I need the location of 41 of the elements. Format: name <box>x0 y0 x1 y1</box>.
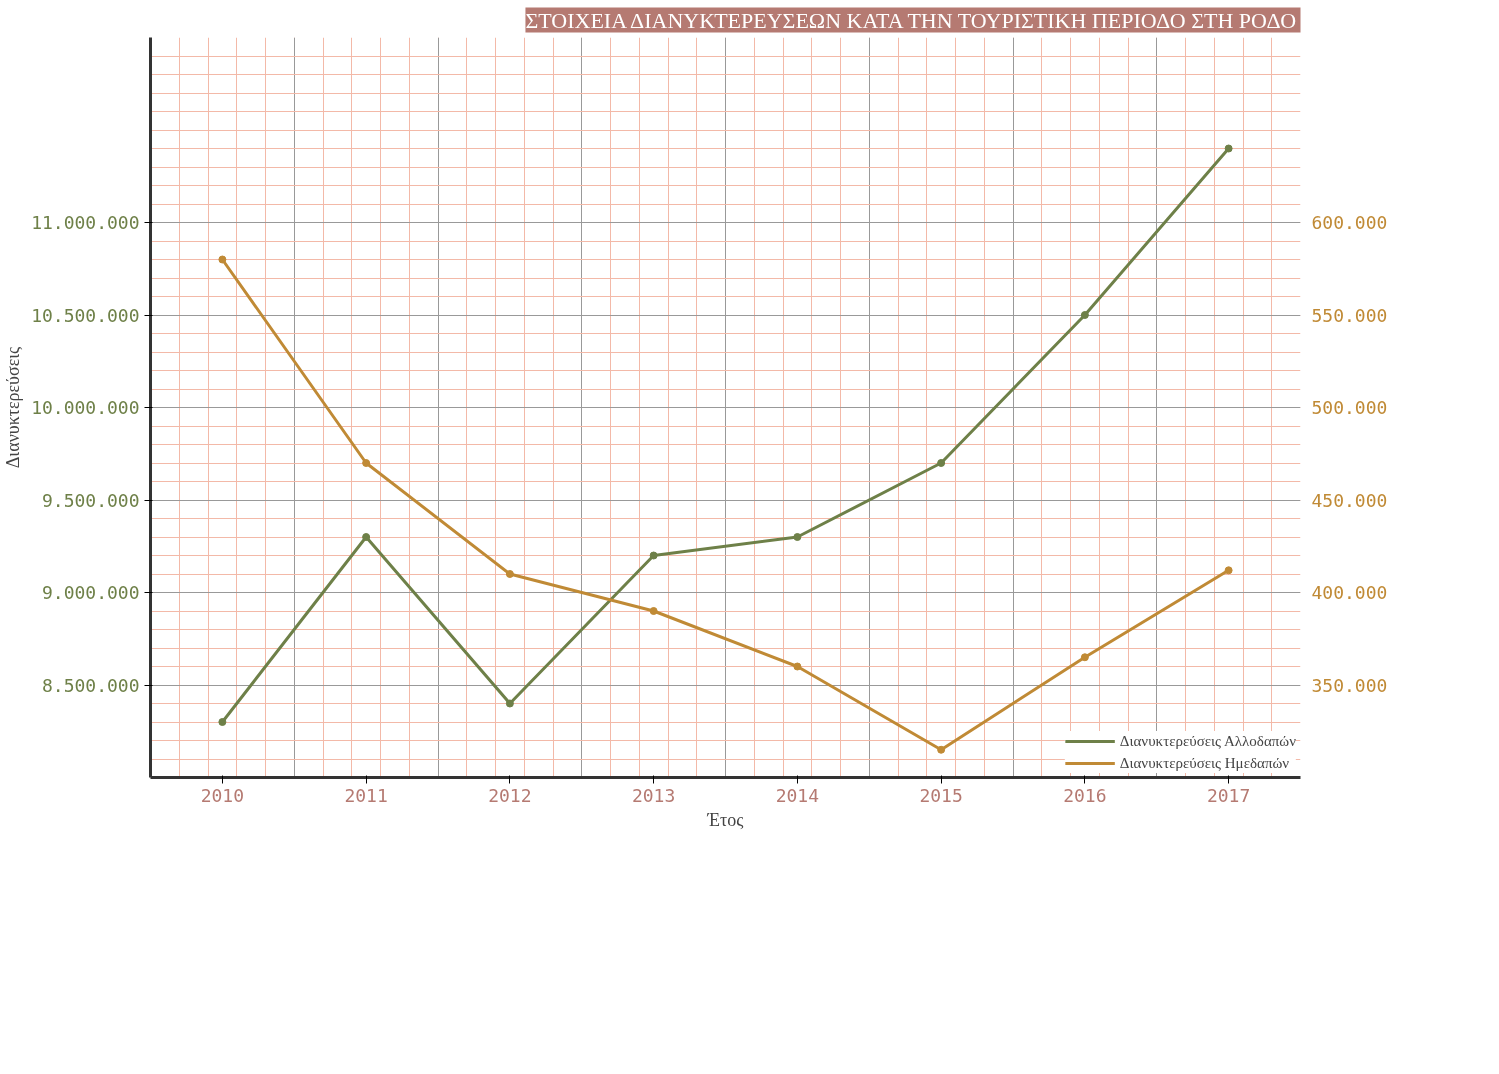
y2-tick-label: 450.000 <box>1311 489 1388 511</box>
x-tick-label: 2017 <box>1206 784 1251 806</box>
point <box>362 459 371 467</box>
point <box>218 255 227 264</box>
y2-tick-label: 550.000 <box>1311 304 1388 326</box>
legend-label: Διανυκτερεύσεις Ημεδαπών <box>1119 754 1290 772</box>
point <box>937 745 946 754</box>
x-tick-label: 2012 <box>488 784 532 806</box>
point <box>505 699 514 708</box>
y-tick-label: 8.500.000 <box>41 674 140 696</box>
point <box>218 718 227 726</box>
y2-tick-label: 400.000 <box>1311 582 1388 603</box>
point <box>1080 311 1089 319</box>
x-tick-label: 2010 <box>200 784 245 806</box>
y-axis-title: Διανυκτερεύσεις <box>3 346 24 469</box>
x-tick-label: 2013 <box>631 784 676 806</box>
point <box>1080 653 1089 662</box>
x-tick-label: 2011 <box>344 784 388 806</box>
chart-title: ΣΤΟΙΧΕΙΑ ΔΙΑΝΥΚΤΕΡΕΥΣΕΩΝ ΚΑΤΑ ΤΗΝ ΤΟΥΡΙΣΤΙΚΗ ΠΕΡΙΟΔΟ ΣΤΗ ΡΟΔΟ <box>525 7 1297 33</box>
point <box>505 570 514 578</box>
point <box>362 533 371 541</box>
legend-label: Διανυκτερεύσεις Αλλοδαπών <box>1119 732 1296 750</box>
point <box>1224 566 1233 575</box>
point <box>649 551 658 560</box>
x-axis-title: Έτος <box>706 809 744 830</box>
x-tick-label: 2016 <box>1063 784 1107 806</box>
point <box>1224 144 1233 153</box>
y-tick-label: 9.500.000 <box>41 489 140 511</box>
y-tick-label: 10.000.000 <box>31 397 140 418</box>
x-tick-label: 2015 <box>919 784 963 806</box>
point <box>793 533 802 541</box>
x-tick-label: 2014 <box>775 784 820 806</box>
y-tick-label: 9.000.000 <box>41 582 140 603</box>
y2-tick-label: 500.000 <box>1311 397 1388 418</box>
point <box>649 607 658 615</box>
point <box>937 459 946 467</box>
y2-tick-label: 350.000 <box>1311 674 1388 696</box>
point <box>793 662 802 671</box>
y-tick-label: 11.000.000 <box>31 212 140 233</box>
y2-tick-label: 600.000 <box>1311 212 1388 233</box>
y-tick-label: 10.500.000 <box>31 304 140 326</box>
